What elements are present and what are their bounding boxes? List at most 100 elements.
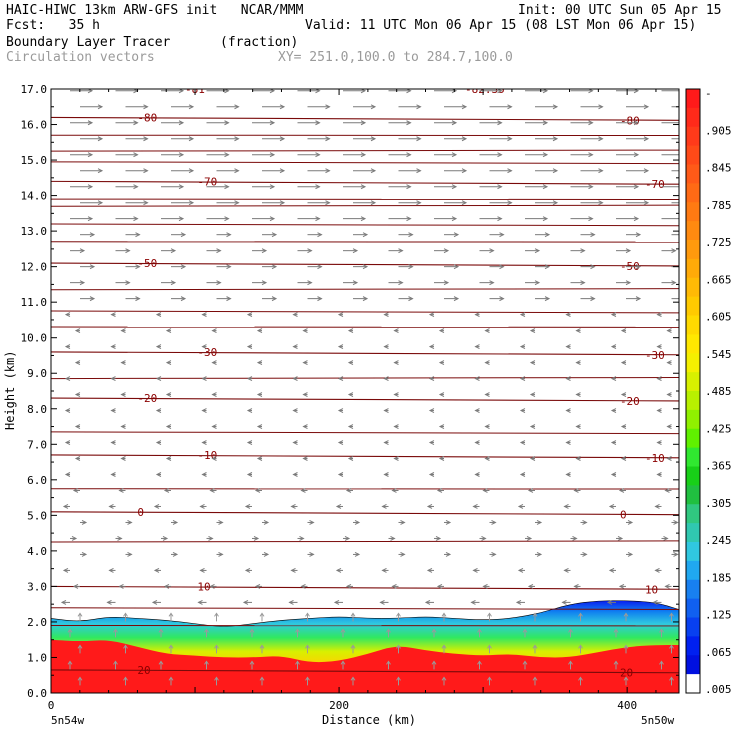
circulation-vector bbox=[565, 408, 571, 413]
circulation-vector bbox=[80, 551, 88, 557]
circulation-vector bbox=[211, 424, 217, 429]
circulation-vector bbox=[70, 248, 86, 254]
circulation-vector bbox=[613, 628, 619, 638]
circulation-vector bbox=[487, 676, 492, 686]
circulation-vector bbox=[396, 644, 401, 654]
circulation-vector bbox=[70, 184, 94, 190]
circulation-vector bbox=[519, 408, 526, 413]
circulation-vector bbox=[580, 232, 596, 238]
circulation-vector bbox=[616, 248, 632, 254]
circulation-vector bbox=[565, 472, 571, 477]
circulation-vector bbox=[70, 535, 78, 541]
y-tick-label: 15.0 bbox=[21, 154, 48, 167]
circulation-vector bbox=[209, 583, 217, 589]
circulation-vector bbox=[444, 551, 452, 557]
circulation-vector bbox=[115, 216, 139, 222]
circulation-vector bbox=[661, 154, 679, 156]
circulation-vector bbox=[659, 660, 664, 670]
circulation-vector bbox=[623, 612, 629, 622]
circulation-vector bbox=[353, 232, 369, 238]
circulation-vector bbox=[479, 280, 495, 286]
circulation-vector bbox=[153, 504, 161, 509]
circulation-vector bbox=[431, 660, 437, 670]
temperature-contour bbox=[51, 288, 679, 291]
circulation-vector bbox=[125, 520, 133, 525]
circulation-vector bbox=[307, 200, 331, 206]
circulation-vector bbox=[618, 488, 626, 493]
colorbar-label: .005 bbox=[705, 683, 732, 696]
circulation-vector bbox=[444, 264, 460, 270]
colorbar-swatch bbox=[686, 145, 700, 165]
circulation-vector bbox=[347, 392, 354, 398]
circulation-vector bbox=[393, 392, 399, 398]
circulation-vector bbox=[487, 612, 492, 622]
circulation-vector bbox=[434, 248, 450, 254]
circulation-vector bbox=[428, 312, 435, 318]
circulation-vector bbox=[120, 392, 126, 398]
circulation-vector bbox=[206, 280, 222, 286]
circulation-vector bbox=[353, 200, 377, 206]
contour-label: 10 bbox=[197, 580, 210, 593]
colorbar-swatch bbox=[686, 277, 700, 298]
circulation-vector bbox=[386, 660, 391, 670]
temperature-contour bbox=[51, 376, 679, 380]
circulation-vector bbox=[256, 456, 263, 461]
circulation-vector bbox=[216, 168, 240, 174]
circulation-vector bbox=[292, 408, 298, 413]
circulation-vector bbox=[654, 567, 662, 573]
valid-time: Valid: 11 UTC Mon 06 Apr 15 (08 LST Mon … bbox=[305, 18, 697, 33]
circulation-vector bbox=[626, 104, 650, 110]
circulation-vector bbox=[535, 104, 559, 110]
circulation-vector bbox=[525, 152, 549, 158]
circulation-vector bbox=[620, 392, 627, 398]
circulation-vector bbox=[155, 312, 162, 318]
circulation-vector bbox=[529, 328, 536, 334]
circulation-vector bbox=[120, 328, 126, 334]
circulation-vector bbox=[80, 136, 104, 142]
circulation-vector bbox=[616, 216, 640, 222]
circulation-vector bbox=[201, 440, 207, 445]
circulation-vector bbox=[199, 567, 207, 573]
colorbar-swatch bbox=[686, 636, 700, 656]
circulation-vector bbox=[115, 280, 131, 286]
circulation-vector bbox=[479, 535, 487, 541]
circulation-vector bbox=[70, 280, 86, 286]
circulation-vector bbox=[171, 104, 195, 110]
circulation-vector bbox=[350, 644, 356, 654]
colorbar-frame bbox=[685, 88, 701, 694]
circulation-vector bbox=[297, 535, 305, 541]
circulation-vector bbox=[297, 152, 321, 158]
circulation-vector bbox=[489, 200, 513, 206]
circulation-vector bbox=[197, 599, 207, 605]
circulation-vector bbox=[656, 344, 662, 350]
circulation-vector bbox=[623, 676, 629, 686]
circulation-vector bbox=[72, 583, 80, 589]
circulation-vector bbox=[519, 376, 526, 382]
circulation-vector bbox=[393, 360, 399, 366]
circulation-vector bbox=[77, 612, 83, 622]
colorbar-swatch bbox=[686, 183, 700, 203]
circulation-vector bbox=[158, 660, 164, 670]
circulation-vector bbox=[125, 296, 141, 302]
x-tick-label: 400 bbox=[617, 699, 637, 712]
circulation-vector bbox=[347, 328, 354, 334]
circulation-vector bbox=[666, 456, 672, 461]
circulation-vector bbox=[259, 676, 265, 686]
temperature-contour bbox=[51, 454, 679, 459]
circulation-vector bbox=[254, 583, 262, 589]
circulation-vector bbox=[307, 296, 323, 302]
circulation-vector bbox=[620, 360, 627, 366]
circulation-vector bbox=[474, 408, 480, 413]
circulation-vector bbox=[161, 216, 185, 222]
circulation-vector bbox=[669, 612, 674, 622]
circulation-vector bbox=[300, 583, 308, 589]
circulation-vector bbox=[302, 328, 308, 334]
circulation-vector bbox=[428, 344, 435, 350]
circulation-vector bbox=[388, 184, 412, 190]
circulation-vector bbox=[383, 440, 389, 445]
cross-section-endpoints: XY= 251.0,100.0 to 284.7,100.0 bbox=[278, 50, 513, 65]
circulation-vector bbox=[307, 264, 323, 270]
circulation-vector bbox=[163, 488, 171, 493]
circulation-vector bbox=[347, 360, 354, 366]
circulation-vector bbox=[610, 472, 617, 477]
